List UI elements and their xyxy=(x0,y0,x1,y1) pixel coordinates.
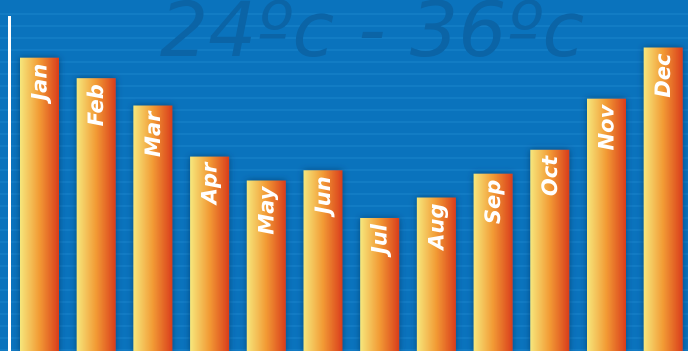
bar-feb: Feb xyxy=(76,78,116,351)
bar-may: May xyxy=(246,180,286,351)
bar xyxy=(246,180,286,351)
bar-aug: Aug xyxy=(416,197,456,351)
bar xyxy=(190,156,230,351)
bar-label: Sep xyxy=(481,180,505,224)
bar-label: Jan xyxy=(28,64,52,105)
y-axis-line xyxy=(8,16,11,351)
bar xyxy=(360,218,400,351)
bar xyxy=(643,47,683,351)
bar-label: Nov xyxy=(595,103,619,150)
chart-title: 24ºc - 36ºc xyxy=(160,0,584,74)
bar-mar: Mar xyxy=(133,105,173,351)
bar xyxy=(303,170,343,351)
bar-label: May xyxy=(254,185,278,234)
bar-jun: Jun xyxy=(303,170,343,351)
bar xyxy=(587,98,626,351)
bar-oct: Oct xyxy=(530,149,570,351)
bar-label: Jul xyxy=(368,223,392,258)
bar xyxy=(20,57,59,351)
bar-dec: Dec xyxy=(643,47,683,351)
bar xyxy=(416,197,456,351)
bars-layer: Jan Feb Mar Apr May Jun Jul Aug Sep Oct Nov Dec xyxy=(20,47,683,351)
bar-label: Oct xyxy=(538,155,562,196)
bar-jan: Jan xyxy=(20,57,59,351)
bar xyxy=(473,173,513,351)
bar-label: Apr xyxy=(198,161,222,206)
bar-label: Jun xyxy=(311,176,335,218)
bar-apr: Apr xyxy=(190,156,230,351)
bar xyxy=(133,105,173,351)
bar-label: Dec xyxy=(651,53,675,98)
bar xyxy=(530,149,570,351)
bar xyxy=(76,78,116,351)
bar-sep: Sep xyxy=(473,173,513,351)
bar-label: Feb xyxy=(84,84,108,126)
bar-label: Aug xyxy=(424,204,448,252)
bar-nov: Nov xyxy=(587,98,626,351)
bar-jul: Jul xyxy=(360,218,400,351)
bar-label: Mar xyxy=(141,110,165,157)
